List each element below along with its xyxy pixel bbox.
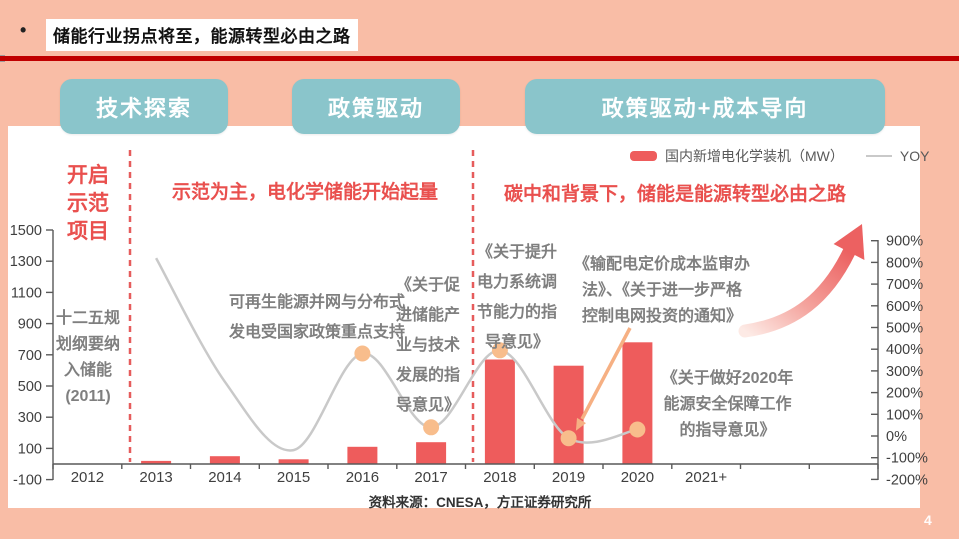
left-axis-tick-label: 100 <box>18 441 42 457</box>
bar-2015 <box>278 459 309 464</box>
yoy-line <box>155 257 638 452</box>
annotation-renewable-grid-support: 可再生能源并网与分布式 发电受国家政策重点支持 <box>228 294 405 341</box>
annotation-transmission-pricing-policy: 《输配电定价成本监审办 法》、《关于进一步严格 控制电网投资的通知》 <box>573 256 750 325</box>
left-axis-tick-label: 700 <box>18 348 42 364</box>
right-axis-tick-label: 400% <box>886 342 923 358</box>
page-title: 储能行业拐点将至，能源转型必由之路 <box>46 19 358 51</box>
trend-up-arrowhead-icon <box>833 224 865 260</box>
line-series-swatch-icon <box>865 155 892 157</box>
data-source-note: 资料来源：CNESA，方正证券研究所 <box>368 495 592 510</box>
x-axis-category-label: 2015 <box>277 469 310 486</box>
trend-up-arrow-icon <box>738 245 856 338</box>
line-series-label: YOY <box>899 148 930 164</box>
yoy-dot-2019 <box>560 430 577 447</box>
x-axis-category-label: 2019 <box>552 469 585 486</box>
title-divider-rule <box>0 56 959 61</box>
yoy-dot-2018 <box>491 342 508 359</box>
annotation-12th-five-year-plan: 十二五规 划纲要纳 入储能 (2011) <box>55 310 120 405</box>
annotation-start-demo-projects: 开启 示范 项目 <box>67 164 109 243</box>
left-axis-tick-label: 1500 <box>10 223 42 239</box>
callout-arrowhead-icon <box>575 417 586 431</box>
annotation-storage-industry-guideline: 《关于促 进储能产 业与技术 发展的指 导意见》 <box>395 277 460 414</box>
right-axis-tick-label: -200% <box>886 472 928 488</box>
callout-arrow-line <box>580 327 632 420</box>
right-axis-tick-label: -100% <box>886 451 928 467</box>
yoy-dot-2016 <box>354 345 371 362</box>
left-axis-tick-label: 300 <box>18 410 42 426</box>
bar-2016 <box>347 446 378 464</box>
phase-label: 技术探索 <box>95 95 192 121</box>
x-axis-category-label: 2017 <box>414 469 447 486</box>
right-axis-tick-label: 900% <box>886 234 923 250</box>
bar-2019 <box>553 365 584 464</box>
phase-label: 政策驱动 <box>327 95 424 121</box>
right-axis-tick-label: 200% <box>886 386 923 402</box>
annotation-carbon-neutral-heading: 碳中和背景下，储能是能源转型必由之路 <box>503 184 846 205</box>
phase-box-tech-exploration: 技术探索 <box>60 79 228 134</box>
x-axis-category-label: 2021+ <box>685 469 727 486</box>
bar-series-label: 国内新增电化学装机（MW） <box>665 148 844 164</box>
x-axis-category-label: 2012 <box>71 469 104 486</box>
right-axis-tick-label: 100% <box>886 407 923 423</box>
phase-box-policy-driven: 政策驱动 <box>292 79 460 134</box>
left-axis-tick-label: 500 <box>18 379 42 395</box>
annotation-demo-phase-heading: 示范为主，电化学储能开始起量 <box>171 182 438 203</box>
chart-legend: 国内新增电化学装机（MW） YOY <box>630 146 929 166</box>
bar-2013 <box>141 460 172 464</box>
bar-2018 <box>484 359 515 464</box>
x-axis-category-label: 2014 <box>208 469 241 486</box>
x-axis-category-label: 2016 <box>346 469 379 486</box>
annotation-power-system-regulation-policy: 《关于提升 电力系统调 节能力的指 导意见》 <box>477 244 558 351</box>
left-axis-tick-label: -100 <box>13 473 42 489</box>
page-number: 4 <box>924 512 932 528</box>
x-axis-category-label: 2020 <box>621 469 654 486</box>
yoy-dot-2020 <box>629 421 646 438</box>
x-axis-category-label: 2018 <box>483 469 516 486</box>
bar-2020 <box>622 342 653 464</box>
left-axis-tick-label: 900 <box>18 317 42 333</box>
title-bullet: • <box>20 20 27 40</box>
annotation-2020-energy-security-policy: 《关于做好2020年 能源安全保障工作 的指导意见》 <box>661 370 794 439</box>
right-axis-tick-label: 0% <box>886 429 907 445</box>
content-panel <box>8 126 920 508</box>
left-axis-tick-label: 1300 <box>10 254 42 270</box>
right-axis-tick-label: 700% <box>886 277 923 293</box>
bar-2014 <box>209 456 240 464</box>
right-axis-tick-label: 600% <box>886 299 923 315</box>
x-axis-category-label: 2013 <box>139 469 172 486</box>
right-axis-tick-label: 500% <box>886 321 923 337</box>
phase-box-policy-cost: 政策驱动+成本导向 <box>525 79 885 134</box>
left-axis-tick-label: 1100 <box>11 285 42 301</box>
phase-label: 政策驱动+成本导向 <box>601 95 809 121</box>
bar-2017 <box>416 442 447 464</box>
yoy-dot-2017 <box>423 419 440 436</box>
right-axis-tick-label: 800% <box>886 255 923 271</box>
right-axis-tick-label: 300% <box>886 364 923 380</box>
bar-series-swatch-icon <box>630 151 657 161</box>
